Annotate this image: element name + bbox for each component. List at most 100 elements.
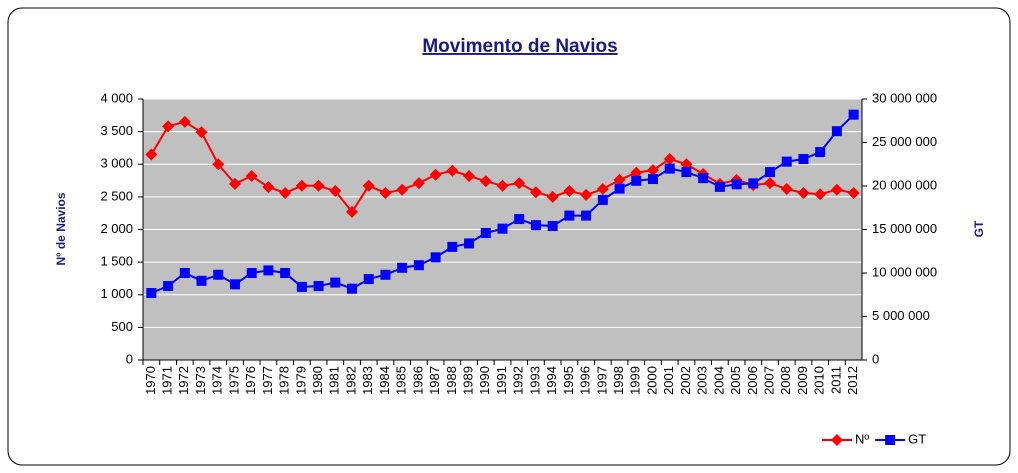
data-point (546, 190, 559, 203)
x-tick-label: 1982 (343, 366, 358, 395)
y-tick-label: 2 000 (100, 221, 133, 236)
x-tick-label: 1978 (277, 366, 292, 395)
x-tick-label: 1981 (327, 366, 342, 395)
x-tick-label: 1990 (477, 366, 492, 395)
data-point (429, 168, 442, 181)
data-point (380, 269, 391, 280)
legend-marker (885, 435, 896, 445)
x-tick-label: 2012 (845, 366, 860, 395)
data-point (413, 260, 424, 271)
x-tick-label: 1991 (494, 366, 509, 395)
legend-label: Nº (855, 431, 869, 446)
x-tick-label: 1987 (427, 366, 442, 395)
x-tick-label: 1975 (226, 366, 241, 395)
data-point (614, 183, 625, 194)
data-point (280, 268, 291, 278)
data-point (312, 179, 325, 192)
y2-tick-label: 20 000 000 (872, 177, 937, 192)
data-point (279, 186, 292, 199)
x-tick-label: 1972 (176, 366, 191, 395)
x-tick-label: 1996 (578, 366, 593, 395)
data-point (830, 183, 843, 196)
data-point (430, 252, 441, 263)
data-point (196, 275, 207, 286)
data-point (529, 186, 542, 199)
data-point (731, 179, 742, 190)
x-tick-label: 2008 (778, 366, 793, 395)
data-point (848, 109, 859, 120)
data-point (613, 173, 626, 186)
x-tick-label: 1977 (260, 366, 275, 395)
legend-marker (831, 434, 843, 446)
y-axis-label: Nº de Navios (54, 192, 68, 265)
data-point (547, 221, 558, 232)
x-tick-label: 1995 (561, 366, 576, 395)
y-tick-label: 1 500 (100, 254, 133, 269)
y-tick-label: 500 (111, 319, 133, 334)
data-point (664, 163, 675, 174)
x-tick-label: 1979 (293, 366, 308, 395)
y-tick-label: 1 000 (100, 286, 133, 301)
data-point (213, 269, 224, 280)
data-point (698, 173, 709, 184)
y2-axis-label: GT (972, 220, 986, 237)
data-point (764, 177, 777, 190)
data-point (178, 115, 191, 128)
data-point (765, 167, 776, 178)
x-tick-label: 1999 (628, 366, 643, 395)
data-point (463, 169, 476, 182)
data-point (596, 183, 609, 196)
data-point (497, 223, 508, 234)
data-point (646, 164, 659, 177)
data-point (396, 183, 409, 196)
data-point (530, 220, 541, 231)
data-point (580, 188, 593, 201)
data-point (162, 120, 175, 133)
y2-tick-label: 5 000 000 (872, 308, 930, 323)
data-point (630, 166, 643, 179)
data-point (379, 186, 392, 199)
x-tick-label: 2001 (661, 366, 676, 395)
data-point (831, 126, 842, 137)
x-tick-label: 2005 (728, 366, 743, 395)
data-point (179, 268, 190, 278)
data-point (847, 186, 860, 199)
data-point (228, 177, 241, 190)
data-point (797, 186, 810, 199)
x-tick-label: 2009 (795, 366, 810, 395)
data-point (563, 185, 576, 198)
data-point (631, 175, 642, 186)
data-point (514, 214, 525, 225)
data-point (346, 205, 359, 218)
x-tick-label: 1984 (377, 366, 392, 395)
data-point (146, 288, 157, 299)
data-point (412, 177, 425, 190)
x-tick-label: 1983 (360, 366, 375, 395)
data-point (229, 279, 240, 290)
data-point (363, 274, 374, 285)
y-tick-label: 0 (126, 351, 133, 366)
data-point (681, 167, 692, 178)
data-point (295, 179, 308, 192)
x-tick-label: 1994 (544, 366, 559, 395)
x-tick-label: 1998 (611, 366, 626, 395)
x-tick-label: 2002 (678, 366, 693, 395)
y2-tick-label: 30 000 000 (872, 90, 937, 105)
x-tick-label: 1976 (243, 366, 258, 395)
x-tick-label: 2000 (644, 366, 659, 395)
data-point (513, 177, 526, 190)
data-point (163, 281, 174, 292)
x-tick-label: 1997 (594, 366, 609, 395)
x-tick-label: 2003 (695, 366, 710, 395)
data-point (663, 153, 676, 166)
data-point (296, 281, 307, 292)
x-tick-label: 1993 (527, 366, 542, 395)
data-point (195, 126, 208, 139)
x-tick-label: 1971 (160, 366, 175, 395)
x-tick-label: 2006 (745, 366, 760, 395)
x-tick-label: 1970 (143, 366, 158, 395)
data-point (245, 169, 258, 182)
data-point (362, 179, 375, 192)
data-point (714, 181, 725, 192)
